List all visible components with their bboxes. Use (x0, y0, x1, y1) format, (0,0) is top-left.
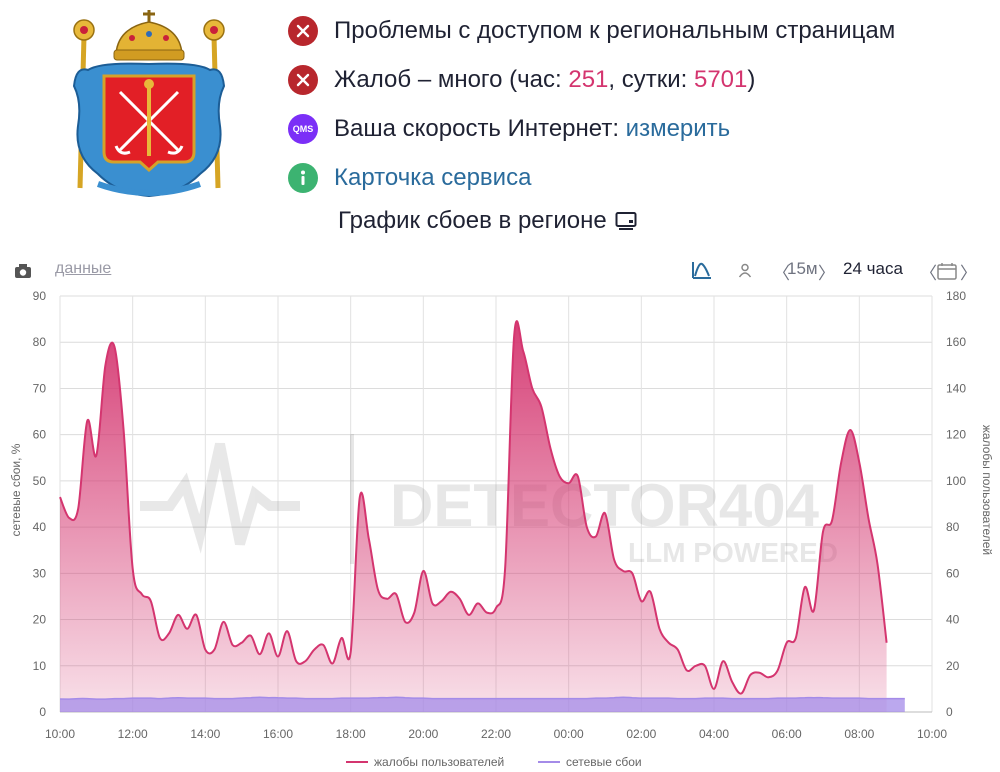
right-tick-label: 40 (946, 613, 960, 627)
watermark: DETECTOR404 LLM POWERED (140, 434, 838, 568)
x-tick-label: 06:00 (772, 727, 802, 741)
x-tick-label: 10:00 (45, 727, 75, 741)
right-tick-label: 80 (946, 520, 960, 534)
status-service-card: Карточка сервиса (288, 153, 895, 202)
interval-label[interactable]: 15м (787, 259, 818, 278)
chart-toolbar: данные 〈 15м 〉 24 часа 〈 〉 (0, 256, 1000, 284)
right-tick-label: 100 (946, 474, 966, 488)
service-card-link[interactable]: Карточка сервиса (334, 163, 532, 191)
interval-next-icon[interactable]: 〉 (818, 264, 835, 283)
network-line (59, 696, 905, 700)
period-next-icon[interactable]: 〉 (960, 264, 977, 283)
left-tick-label: 10 (33, 659, 47, 673)
x-tick-label: 04:00 (699, 727, 729, 741)
x-tick-label: 00:00 (554, 727, 584, 741)
right-tick-label: 60 (946, 566, 960, 580)
left-tick-label: 90 (33, 289, 47, 303)
x-tick-label: 14:00 (190, 727, 220, 741)
legend-label[interactable]: сетевые сбои (566, 755, 642, 769)
period-prev-icon[interactable]: 〈 (920, 264, 937, 283)
complaints-area (60, 321, 887, 712)
x-tick-label: 22:00 (481, 727, 511, 741)
left-tick-label: 0 (39, 705, 46, 719)
error-icon (288, 64, 318, 95)
access-problem-text: Проблемы с доступом к региональным стран… (334, 16, 896, 44)
complaints-day: 5701 (693, 65, 748, 93)
status-list: Проблемы с доступом к региональным стран… (288, 6, 895, 202)
x-tick-label: 20:00 (408, 727, 438, 741)
left-axis-label: сетевые сбои, % (9, 443, 23, 536)
chart-legend: жалобы пользователей сетевые сбои (346, 755, 642, 769)
period-label[interactable]: 24 часа (843, 259, 903, 278)
right-tick-label: 120 (946, 428, 966, 442)
x-tick-label: 02:00 (626, 727, 656, 741)
left-tick-label: 50 (33, 474, 47, 488)
x-tick-label: 16:00 (263, 727, 293, 741)
qms-icon: QMS (288, 113, 318, 144)
info-icon (288, 162, 318, 193)
interval-prev-icon[interactable]: 〈 (773, 264, 790, 283)
complaints-line (59, 320, 888, 695)
speed-measure-link[interactable]: измерить (625, 114, 731, 142)
coat-of-arms (72, 10, 226, 198)
chart-title-text: График сбоев в регионе (338, 207, 607, 234)
left-tick-label: 20 (33, 613, 47, 627)
chart-ticks: 0 10 20 30 40 50 60 70 80 90 0 20 40 60 80 100 120 140 160… (33, 289, 967, 741)
calendar-icon[interactable] (937, 262, 957, 280)
status-complaints: Жалоб – много (час: 251, сутки: 5701) (288, 55, 895, 104)
x-tick-label: 10:00 (917, 727, 947, 741)
left-tick-label: 30 (33, 566, 47, 580)
watermark-line2: LLM POWERED (628, 537, 838, 568)
right-axis-label: жалобы пользователей (980, 425, 994, 555)
chart-series (59, 320, 905, 712)
user-icon[interactable] (738, 263, 752, 279)
left-tick-label: 40 (33, 520, 47, 534)
legend-label[interactable]: жалобы пользователей (374, 755, 504, 769)
status-access-problem: Проблемы с доступом к региональным стран… (288, 6, 895, 55)
right-tick-label: 160 (946, 335, 966, 349)
right-tick-label: 180 (946, 289, 966, 303)
x-tick-label: 12:00 (118, 727, 148, 741)
network-area (60, 697, 905, 712)
chart-type-icon[interactable] (691, 260, 713, 280)
chart-title: График сбоев в регионе (338, 207, 637, 235)
complaints-text: Жалоб – много (час: 251, сутки: 5701) (334, 65, 756, 93)
error-icon (288, 15, 318, 46)
x-tick-label: 18:00 (336, 727, 366, 741)
crown (113, 10, 185, 61)
right-tick-label: 20 (946, 659, 960, 673)
complaints-hour: 251 (568, 65, 609, 93)
speed-text: Ваша скорость Интернет: измерить (334, 114, 731, 142)
left-tick-label: 70 (33, 381, 47, 395)
status-speed: QMS Ваша скорость Интернет: измерить (288, 104, 895, 153)
left-tick-label: 80 (33, 335, 47, 349)
left-tick-label: 60 (33, 428, 47, 442)
ribbon (97, 181, 201, 196)
data-link[interactable]: данные (55, 260, 112, 277)
monitor-icon[interactable] (615, 211, 637, 231)
camera-icon[interactable] (14, 263, 32, 279)
x-tick-label: 08:00 (844, 727, 874, 741)
outage-chart: DETECTOR404 LLM POWERED 0 10 20 30 40 50 60 70 8… (9, 289, 994, 769)
right-tick-label: 140 (946, 381, 966, 395)
right-tick-label: 0 (946, 705, 953, 719)
